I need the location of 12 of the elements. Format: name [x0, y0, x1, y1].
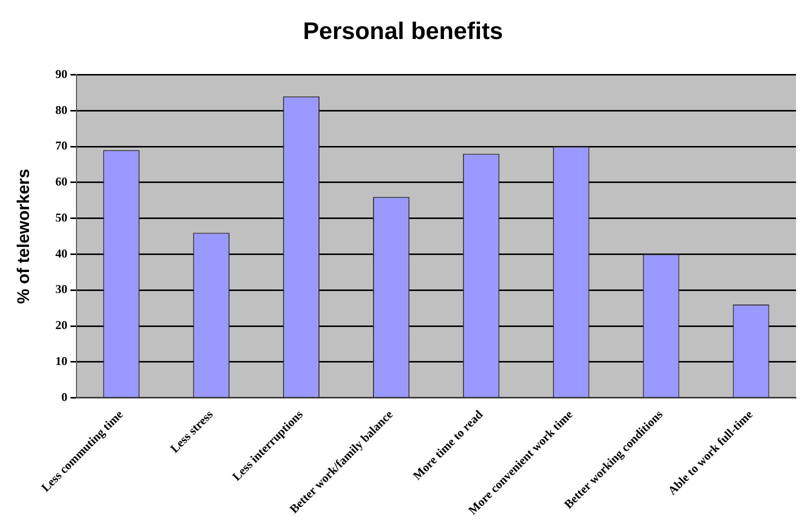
y-tick-label: 40 — [55, 246, 68, 260]
y-tick-label: 80 — [55, 102, 68, 117]
y-tick-label: 50 — [55, 210, 68, 224]
y-tick-label: 70 — [55, 138, 68, 153]
chart-title: Personal benefits — [302, 18, 504, 46]
y-axis-title: % of teleworkers — [14, 168, 33, 304]
y-tick-label: 10 — [55, 354, 68, 368]
y-tick-label: 0 — [61, 390, 68, 404]
y-tick-label: 90 — [55, 66, 68, 81]
y-tick-label: 60 — [55, 174, 68, 189]
y-tick-label: 20 — [55, 318, 68, 332]
y-tick-label: 30 — [55, 282, 68, 296]
